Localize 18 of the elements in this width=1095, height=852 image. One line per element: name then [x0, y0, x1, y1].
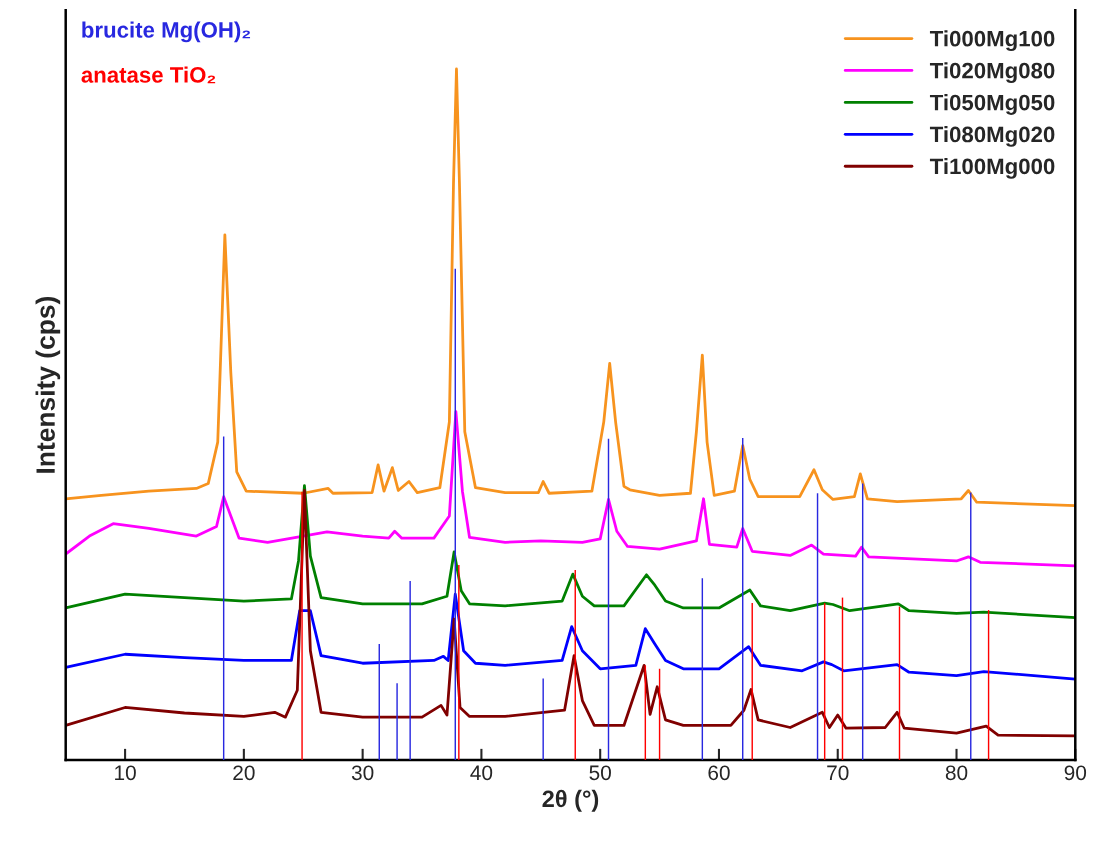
legend-label: Ti080Mg020 [929, 125, 1055, 147]
x-tick-label: 90 [1064, 765, 1087, 781]
x-tick-label: 30 [351, 765, 374, 781]
x-tick-label: 50 [589, 765, 611, 781]
x-tick-label: 80 [945, 765, 968, 781]
y-axis-title: Intensity (cps) [35, 296, 61, 473]
legend-label: Ti050Mg050 [929, 94, 1055, 115]
text: anatase TiO₂ [81, 66, 216, 84]
legend-label: Ti020Mg080 [929, 62, 1055, 83]
legend-label: Ti000Mg100 [929, 30, 1055, 52]
legend-label: Ti100Mg000 [929, 157, 1055, 179]
x-tick-label: 60 [708, 765, 730, 781]
x-tick-label: 20 [233, 765, 255, 781]
x-axis-title: 2θ (°) [542, 789, 599, 812]
text: brucite Mg(OH)₂ [82, 21, 251, 43]
x-tick-label: 10 [115, 765, 136, 781]
x-tick-label: 40 [470, 765, 493, 781]
x-tick-label: 70 [827, 765, 849, 781]
